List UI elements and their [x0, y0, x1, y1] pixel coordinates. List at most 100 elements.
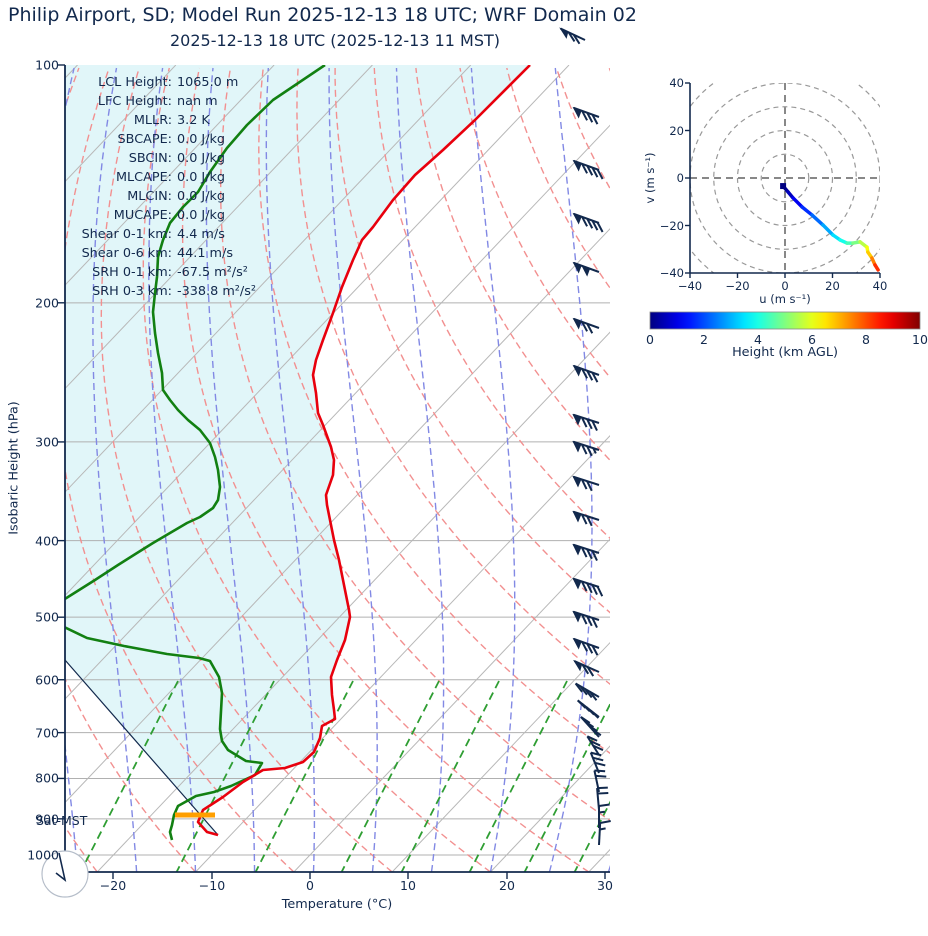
moist-adiabat-line: [667, 68, 773, 872]
isotherm-line: [293, 538, 610, 872]
temperature-curve: [196, 65, 531, 837]
wind-barb: [598, 820, 611, 846]
isotherm-line: [195, 435, 610, 872]
colorbar-gradient: [649, 311, 921, 330]
colorbar-label: Height (km AGL): [732, 345, 838, 360]
wind-barb: [572, 317, 600, 334]
hodo-range-ring: [713, 106, 857, 250]
stat-row: SRH 0-1 km: -67.5 m²/s²: [66, 263, 256, 282]
stat-label: MLCIN:: [127, 189, 172, 204]
isotherm-line: [96, 331, 610, 872]
stat-row: SRH 0-3 km: -338.8 m²/s²: [66, 282, 256, 301]
wind-barb: [572, 610, 600, 628]
isotherm-line: [65, 228, 610, 804]
mixing-ratio-line: [400, 680, 500, 872]
mixing-ratio-line: [340, 680, 440, 872]
isotherm-line: [391, 641, 610, 872]
x-tick-label: −20: [99, 878, 127, 893]
stat-label: SBCIN:: [128, 151, 172, 166]
wind-barb: [572, 413, 600, 431]
hodo-x-label: u (m s⁻¹): [759, 292, 811, 306]
surface-wind-hand: [55, 852, 67, 882]
wind-barb: [572, 543, 600, 561]
hodo-y-tick-label: −20: [659, 218, 684, 233]
hodo-trace-segment: [821, 223, 835, 237]
wind-barb: [572, 106, 600, 125]
colorbar-tick-label: 2: [700, 332, 708, 347]
mixing-ratio-line: [254, 680, 354, 872]
wind-barb: [572, 475, 600, 492]
isotherm-line: [65, 65, 373, 390]
dry-adiabat-line: [100, 67, 393, 872]
skewt-plot-area: [65, 65, 773, 872]
wind-barb: [580, 716, 602, 738]
colorbar-tick-label: 10: [912, 332, 928, 347]
stat-value: -338.8 m²/s²: [177, 284, 257, 299]
stat-row: MLCAPE: 0.0 J/kg: [66, 168, 256, 187]
stat-row: SBCAPE: 0.0 J/kg: [66, 130, 256, 149]
y-tick-label: 700: [35, 725, 59, 741]
moist-adiabat-line: [148, 67, 197, 872]
stat-value: 4.4 m/s: [177, 227, 225, 242]
wind-barb: [572, 577, 604, 597]
stat-value: 3.2 K: [177, 113, 210, 128]
stat-value: 1065.0 m: [177, 75, 239, 90]
dry-adiabat-line: [65, 67, 197, 872]
y-tick-label: 800: [35, 770, 59, 786]
mixing-ratio-line: [468, 680, 568, 872]
dry-adiabat-line: [334, 68, 610, 614]
dry-adiabat-line: [142, 67, 491, 872]
colorbar-tick-label: 0: [646, 332, 654, 347]
dry-adiabat-line: [555, 67, 610, 190]
isotherm-line: [65, 65, 472, 493]
hodo-x-tick-label: 0: [781, 279, 789, 293]
hodo-range-ring: [690, 83, 880, 273]
wind-barb: [572, 440, 600, 457]
wind-barb: [572, 364, 600, 383]
stat-row: LFC Height: nan m: [66, 92, 256, 111]
dry-adiabat-line: [373, 67, 610, 540]
dry-adiabat-line: [220, 67, 610, 822]
y-tick-label: 200: [35, 295, 59, 311]
wind-barb: [572, 261, 600, 277]
stat-value: nan m: [177, 94, 218, 109]
wind-barb: [574, 682, 600, 701]
hodo-x-tick-label: −20: [725, 279, 750, 293]
sat-mst-label: Sat-MST: [36, 813, 88, 828]
hodo-trace-segment: [791, 196, 804, 209]
hodo-y-tick-label: 40: [669, 76, 684, 90]
colorbar-tick-label: 8: [862, 332, 870, 347]
wind-barb: [589, 751, 606, 774]
wind-barb: [598, 803, 610, 828]
stat-value: 0.0 J/kg: [177, 132, 226, 147]
hodo-x-tick-label: −40: [677, 279, 703, 293]
stat-row: SBCIN: 0.0 J/kg: [66, 149, 256, 168]
cape-shading: [65, 65, 530, 835]
stat-value: -67.5 m²/s²: [177, 265, 248, 280]
dry-adiabat-line: [506, 67, 610, 290]
stat-value: 44.1 m/s: [177, 246, 234, 261]
hodo-trace-segment: [800, 205, 814, 217]
hodo-x-tick-label: 20: [825, 279, 840, 293]
mixing-ratio-line: [523, 702, 610, 872]
y-axis-label: Isobaric Height (hPa): [6, 401, 22, 535]
stat-row: MLLR: 3.2 K: [66, 111, 256, 130]
x-tick-label: −10: [198, 878, 226, 893]
wind-barb: [572, 637, 600, 656]
y-tick-label: 100: [35, 57, 59, 73]
stat-label: SRH 0-3 km:: [92, 284, 172, 299]
x-tick-label: 10: [400, 878, 416, 893]
stat-value: 0.0 J/kg: [177, 151, 226, 166]
wind-barb: [572, 159, 604, 180]
page-title: Philip Airport, SD; Model Run 2025-12-13…: [8, 4, 637, 26]
hodograph-plot-area: [690, 83, 880, 273]
y-tick-label: 1000: [27, 847, 59, 863]
dewpoint-curve: [65, 65, 326, 841]
moist-adiabat-line: [548, 67, 593, 872]
dry-adiabat-line: [608, 67, 610, 72]
skewt-subtitle: 2025-12-13 18 UTC (2025-12-13 11 MST): [169, 31, 501, 50]
stat-label: LCL Height:: [98, 75, 172, 90]
colorbar-tick-label: 4: [754, 332, 762, 347]
mixing-ratio-line: [175, 680, 275, 872]
